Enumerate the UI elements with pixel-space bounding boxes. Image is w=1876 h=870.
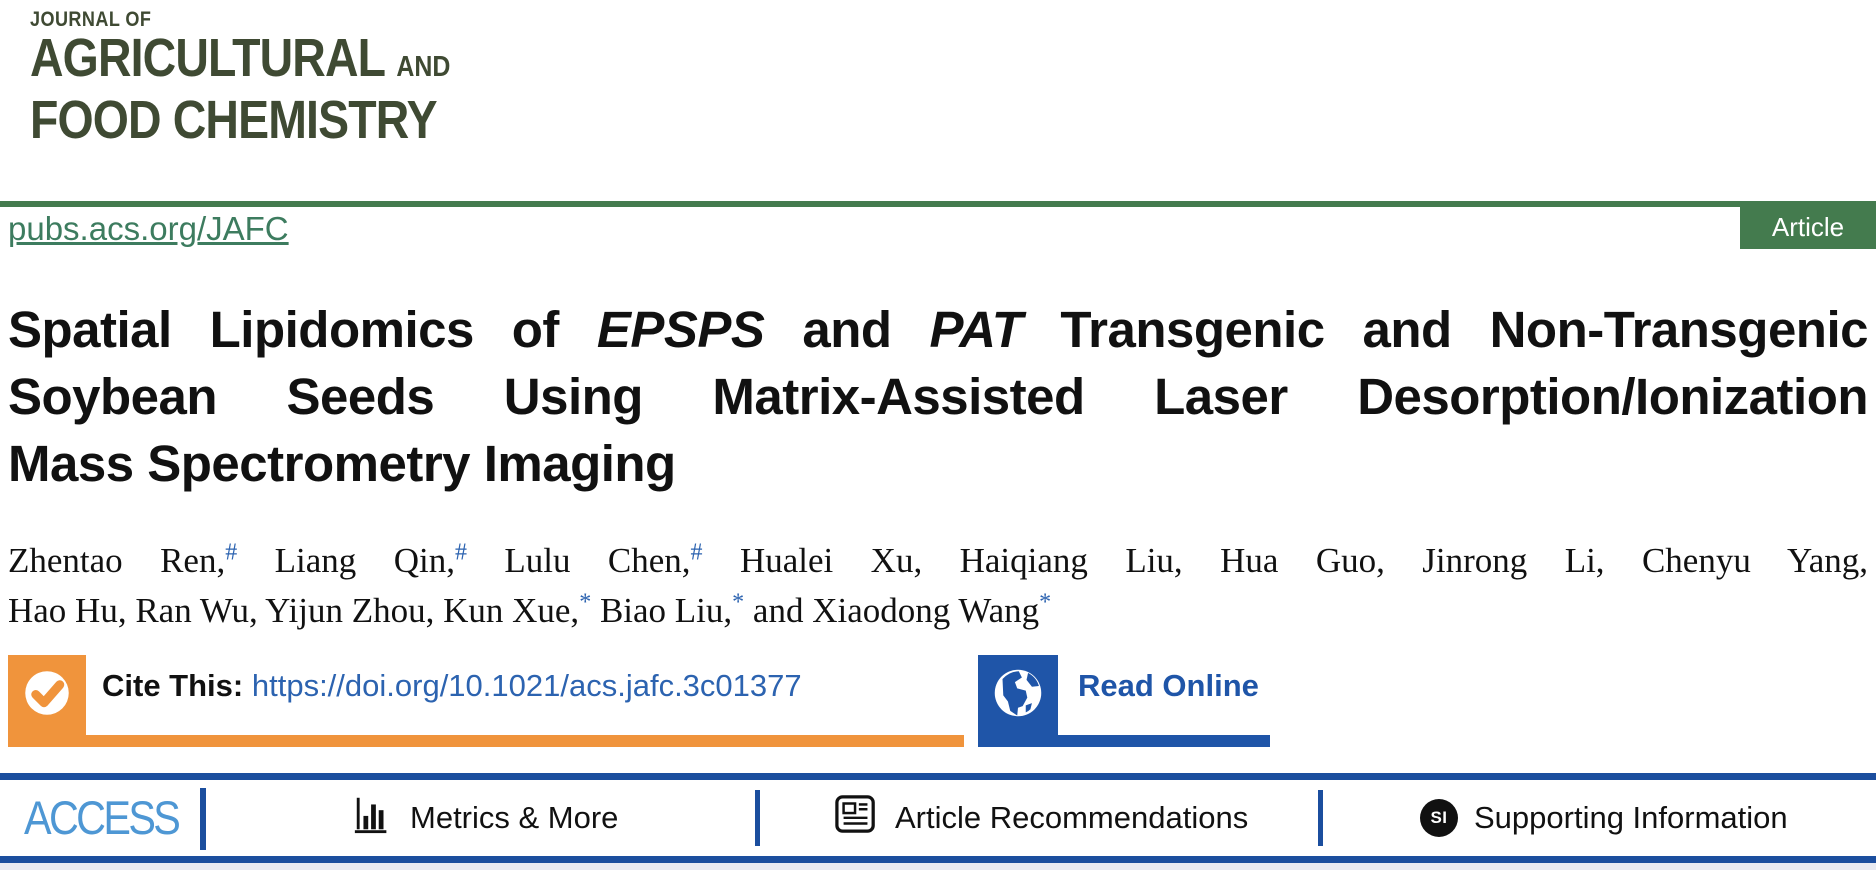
access-link[interactable]: ACCESS <box>24 791 181 844</box>
supporting-information-icon: SI <box>1420 799 1458 837</box>
next-section-strip <box>0 863 1876 870</box>
metrics-more-link[interactable]: Metrics & More <box>352 780 618 856</box>
article-recommendations-label: Article Recommendations <box>895 800 1249 835</box>
read-online-tile[interactable] <box>978 655 1058 735</box>
author-list: Zhentao Ren,# Liang Qin,# Lulu Chen,# Hu… <box>8 536 1868 636</box>
corresponding-author-mark: * <box>732 589 745 616</box>
gene-name-epsps: EPSPS <box>596 301 765 358</box>
supporting-information-link[interactable]: SI Supporting Information <box>1420 780 1788 856</box>
page-title: Spatial Lipidomics of EPSPS and PAT Tran… <box>8 296 1869 497</box>
bar-chart-icon <box>352 793 394 843</box>
cite-underline <box>8 735 964 747</box>
cite-check-tile <box>8 655 86 735</box>
newspaper-icon <box>833 793 879 843</box>
corresponding-author-mark: * <box>579 589 592 616</box>
footer-separator <box>200 788 206 850</box>
footer-links-bar: ACCESS Metrics & More <box>0 780 1876 856</box>
read-online-underline <box>978 735 1270 747</box>
journal-name-line1: AGRICULTURAL AND <box>30 28 451 88</box>
read-online-link[interactable]: Read Online <box>1078 668 1259 703</box>
globe-icon <box>987 662 1049 729</box>
cite-this-row: Cite This: https://doi.org/10.1021/acs.j… <box>102 668 802 704</box>
footer-separator <box>755 790 760 846</box>
article-recommendations-link[interactable]: Article Recommendations <box>833 780 1248 856</box>
masthead-rule <box>0 201 1876 207</box>
footer-top-rule <box>0 773 1876 780</box>
title-line-1: Spatial Lipidomics of EPSPS and PAT Tran… <box>8 301 1868 358</box>
equal-contribution-mark: # <box>454 539 467 566</box>
cite-this-label: Cite This: <box>102 668 244 703</box>
gene-name-pat: PAT <box>929 301 1023 358</box>
equal-contribution-mark: # <box>225 539 238 566</box>
author-line-2: Hao Hu, Ran Wu, Yijun Zhou, Kun Xue,* Bi… <box>8 589 1052 630</box>
doi-link[interactable]: https://doi.org/10.1021/acs.jafc.3c01377 <box>251 668 802 703</box>
checkmark-icon <box>17 663 77 728</box>
supporting-information-label: Supporting Information <box>1474 800 1788 835</box>
journal-logo: JOURNAL OF AGRICULTURAL AND FOOD CHEMIST… <box>30 8 519 147</box>
journal-name-line2: FOOD CHEMISTRY <box>30 90 438 150</box>
equal-contribution-mark: # <box>690 539 703 566</box>
journal-url-link[interactable]: pubs.acs.org/JAFC <box>8 210 289 247</box>
footer-bottom-rule <box>0 856 1876 863</box>
metrics-more-label: Metrics & More <box>410 800 619 835</box>
footer-separator <box>1318 790 1323 846</box>
corresponding-author-mark: * <box>1039 589 1052 616</box>
title-line-2: Soybean Seeds Using Matrix-Assisted Lase… <box>8 368 1869 425</box>
article-type-badge: Article <box>1740 205 1876 249</box>
journal-kicker: JOURNAL OF <box>30 8 152 31</box>
author-line-1: Zhentao Ren,# Liang Qin,# Lulu Chen,# Hu… <box>8 539 1869 580</box>
title-line-3: Mass Spectrometry Imaging <box>8 435 676 492</box>
